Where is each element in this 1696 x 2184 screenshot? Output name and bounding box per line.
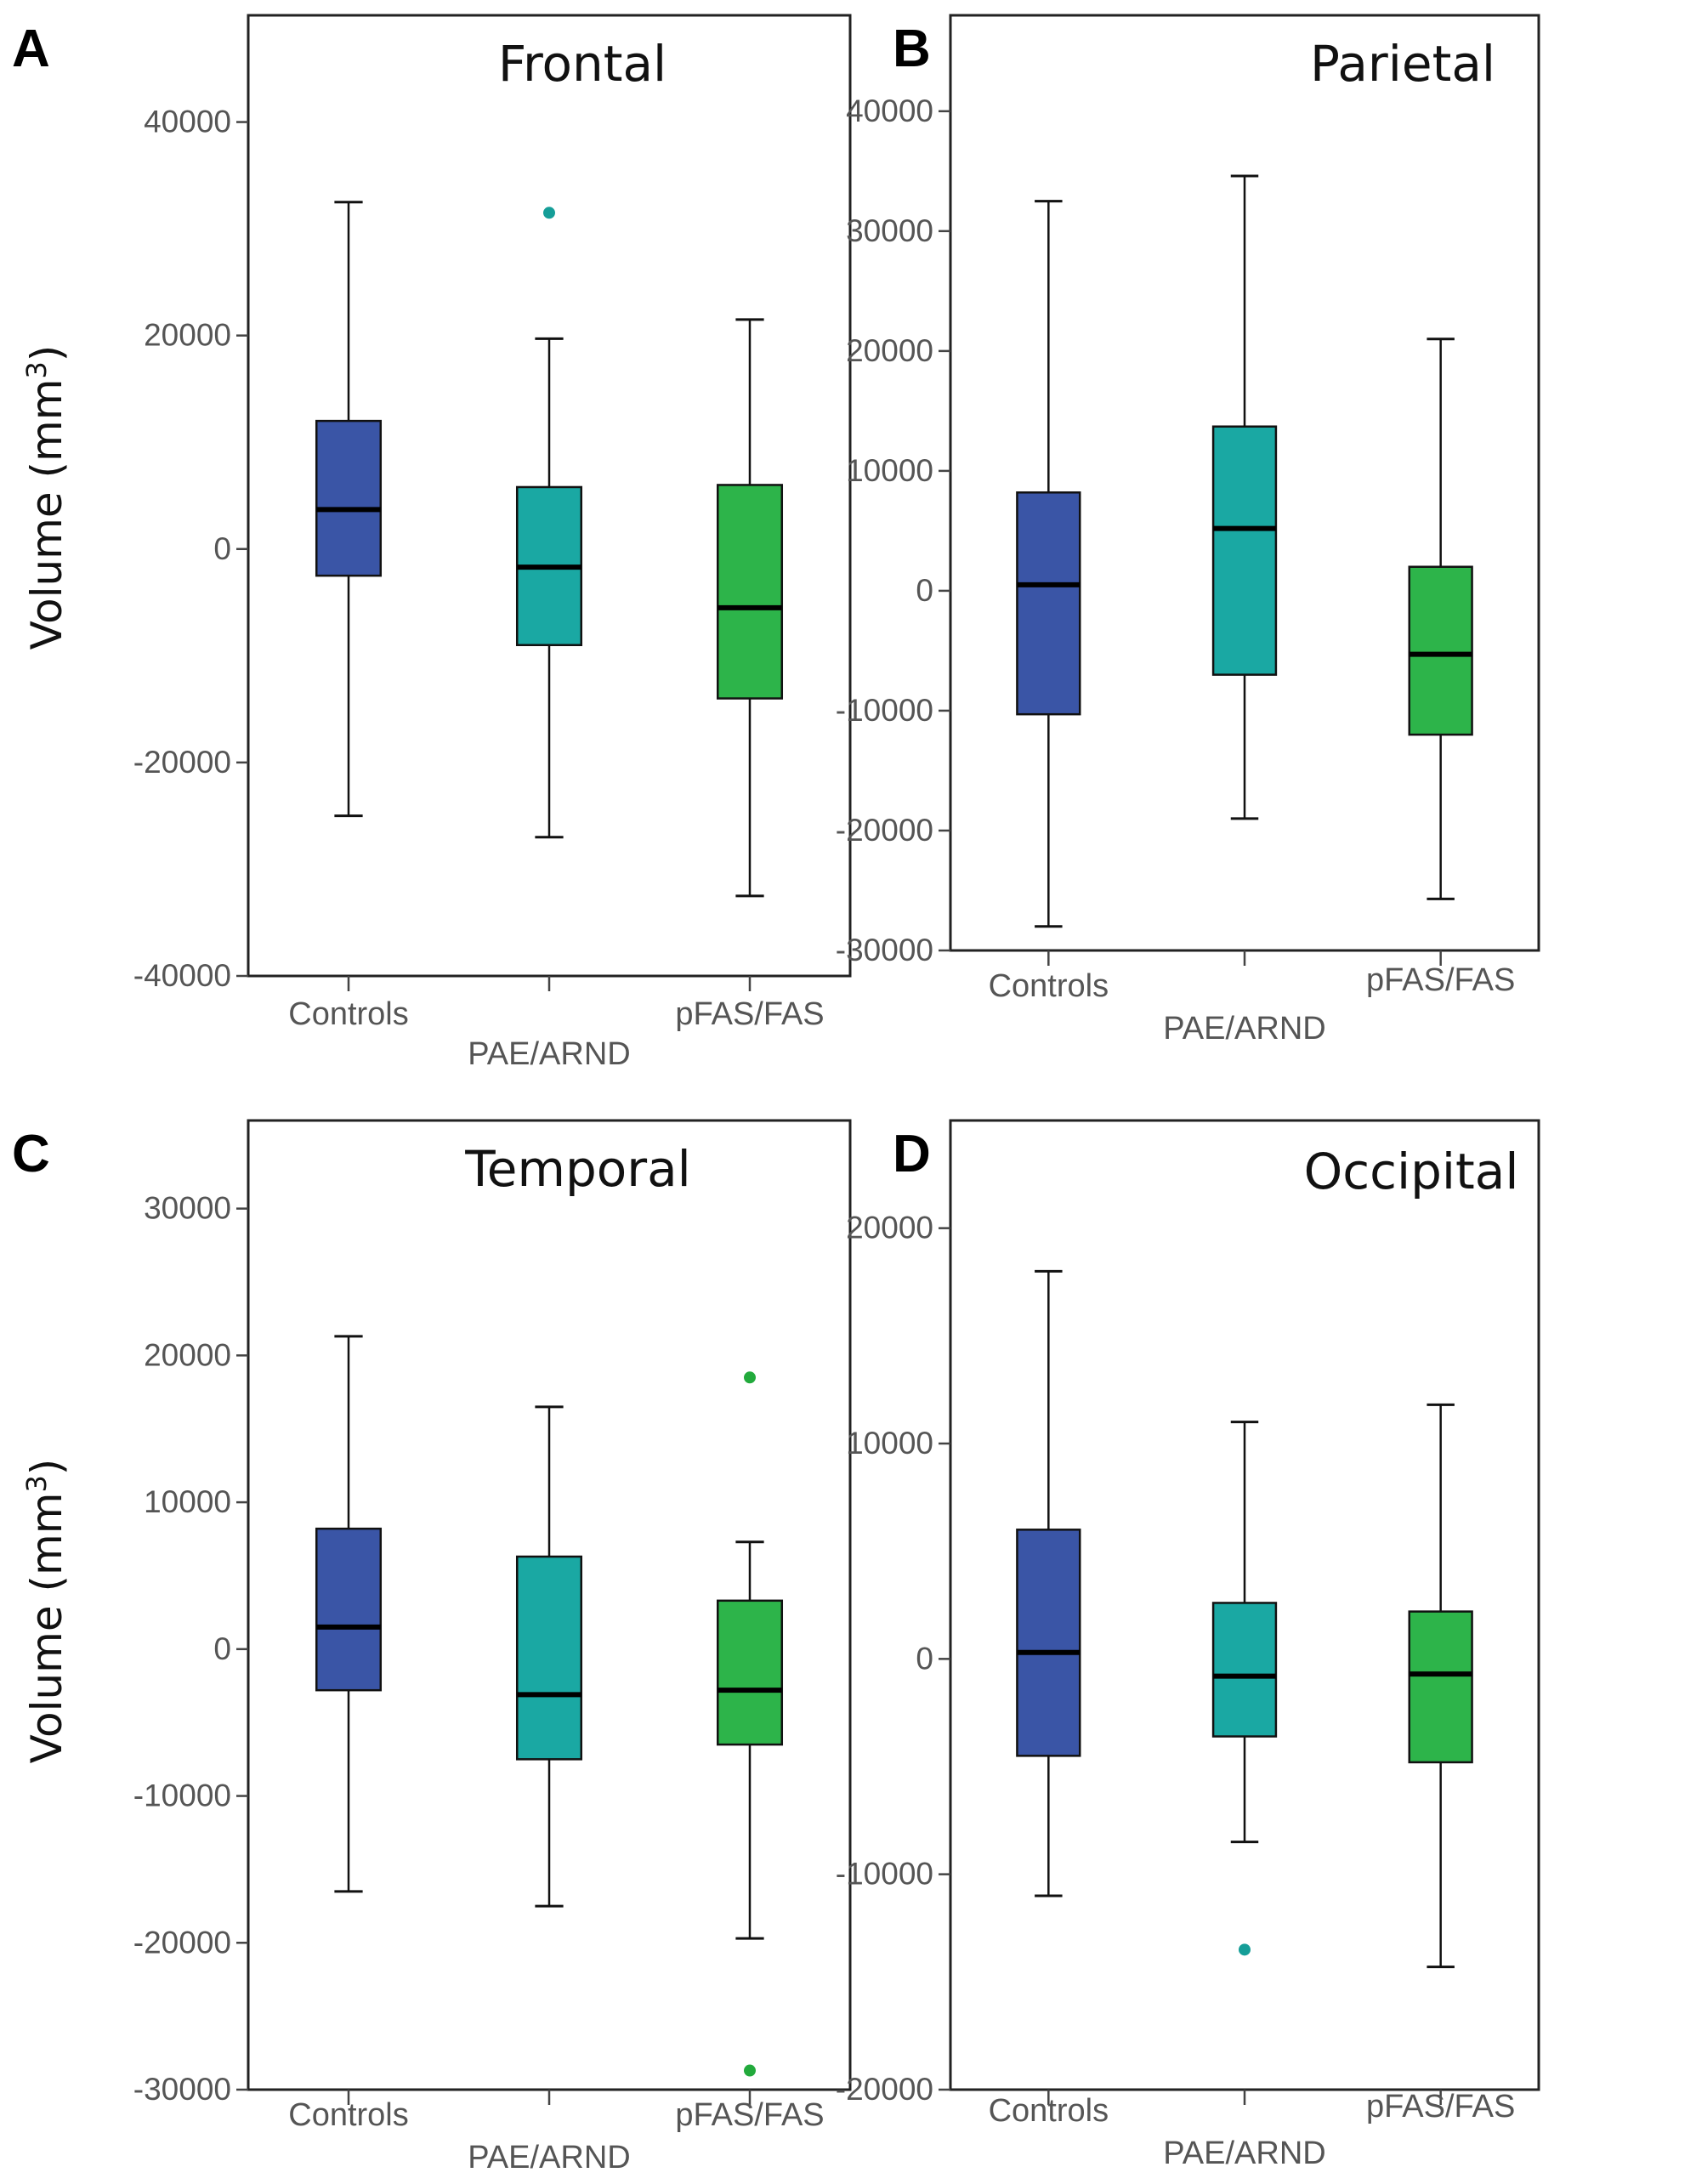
category-label: Controls — [288, 2097, 409, 2133]
box-pae-arnd — [1211, 1421, 1278, 1956]
y-axis-label-close: ) — [22, 1459, 71, 1476]
y-tick-label: -30000 — [836, 933, 933, 967]
outlier-point — [543, 207, 555, 219]
box-iqr — [515, 1555, 583, 1761]
box-pae-arnd — [515, 207, 583, 839]
y-axis-label-text: Volume (mm — [22, 1493, 71, 1764]
y-tick-label: 30000 — [144, 1191, 231, 1226]
box-iqr — [1211, 1602, 1278, 1738]
y-tick-label: 0 — [213, 1631, 231, 1666]
y-tick-label: 30000 — [846, 213, 933, 248]
box-iqr — [1016, 491, 1081, 716]
box-iqr — [716, 484, 784, 700]
box-iqr — [1211, 425, 1278, 676]
box-controls — [1016, 1269, 1081, 1898]
y-tick-label: -40000 — [133, 958, 231, 993]
y-axis-label-close: ) — [22, 345, 71, 362]
box-pfas-fas — [1408, 338, 1473, 900]
y-tick-label: 10000 — [846, 1426, 933, 1461]
box-pae-arnd — [515, 1405, 583, 1908]
panel-B: B Parietal -30000 -20000 -10000 0 10000 20000 30… — [836, 14, 1540, 1047]
category-label: pFAS/FAS — [675, 996, 824, 1032]
outlier-point — [1239, 1943, 1251, 1956]
box-pfas-fas — [1408, 1403, 1473, 1969]
box-iqr — [1408, 1610, 1473, 1764]
category-label: Controls — [288, 996, 409, 1032]
y-axis-label-text: Volume (mm — [22, 379, 71, 650]
box-iqr — [315, 1527, 383, 1692]
y-tick-label: 20000 — [846, 333, 933, 368]
panel-letter: C — [12, 1125, 50, 1183]
y-tick-label: 40000 — [846, 94, 933, 128]
y-tick-label: -10000 — [836, 693, 933, 728]
y-tick-label: -30000 — [133, 2072, 231, 2107]
panel-letter: D — [893, 1125, 931, 1183]
category-label: pFAS/FAS — [1366, 2089, 1515, 2124]
y-tick-label: -10000 — [133, 1778, 231, 1813]
y-axis-label: Volume (mm3) — [20, 1459, 71, 1764]
panel-letter: B — [893, 20, 931, 78]
y-tick-label: 10000 — [144, 1484, 231, 1519]
box-controls — [1016, 200, 1081, 928]
category-label: PAE/ARND — [468, 1036, 630, 1072]
category-label: Controls — [989, 968, 1109, 1004]
box-controls — [315, 201, 383, 818]
box-iqr — [1016, 1529, 1081, 1757]
y-axis-label: Volume (mm3) — [20, 345, 71, 650]
y-tick-label: -10000 — [836, 1857, 933, 1892]
y-tick-label: -20000 — [133, 1925, 231, 1960]
box-pfas-fas — [716, 1371, 784, 2077]
panel-D: D Occipital -20000 -10000 0 10000 20000 Control… — [836, 1119, 1540, 2171]
box-iqr — [1408, 565, 1473, 736]
chart-title: Occipital — [1304, 1143, 1519, 1200]
y-tick-label: 0 — [916, 573, 933, 608]
chart-title: Temporal — [464, 1140, 691, 1198]
chart-title: Frontal — [498, 35, 666, 93]
box-pfas-fas — [716, 318, 784, 898]
box-iqr — [315, 419, 383, 577]
outlier-point — [744, 1371, 756, 1384]
category-label: pFAS/FAS — [1366, 962, 1515, 998]
outlier-point — [744, 2064, 756, 2077]
y-axis-label-superscript: 3 — [20, 361, 53, 378]
box-pae-arnd — [1211, 174, 1278, 820]
box-iqr — [716, 1599, 784, 1746]
y-tick-label: -20000 — [133, 745, 231, 780]
category-label: Controls — [989, 2093, 1109, 2129]
y-axis-label-superscript: 3 — [20, 1475, 53, 1492]
category-label: PAE/ARND — [1163, 1011, 1325, 1047]
y-tick-label: -20000 — [836, 2072, 933, 2107]
y-tick-label: 0 — [916, 1641, 933, 1676]
panel-C: C Temporal -30000 -20000 -10000 0 10000 20000 30… — [12, 1119, 852, 2175]
y-tick-label: -20000 — [836, 813, 933, 848]
y-tick-label: 0 — [213, 531, 231, 566]
y-tick-label: 20000 — [144, 1337, 231, 1372]
y-tick-label: 20000 — [144, 318, 231, 353]
category-label: PAE/ARND — [1163, 2136, 1325, 2171]
y-tick-label: 10000 — [846, 453, 933, 488]
category-label: PAE/ARND — [468, 2140, 630, 2175]
y-tick-label: 20000 — [846, 1211, 933, 1245]
box-controls — [315, 1335, 383, 1893]
panel-letter: A — [12, 20, 50, 78]
chart-title: Parietal — [1310, 35, 1495, 93]
category-label: pFAS/FAS — [675, 2097, 824, 2133]
panel-A: A Frontal -40000 -20000 0 20000 40000 Volume (m… — [12, 14, 852, 1072]
y-tick-label: 40000 — [144, 105, 231, 139]
